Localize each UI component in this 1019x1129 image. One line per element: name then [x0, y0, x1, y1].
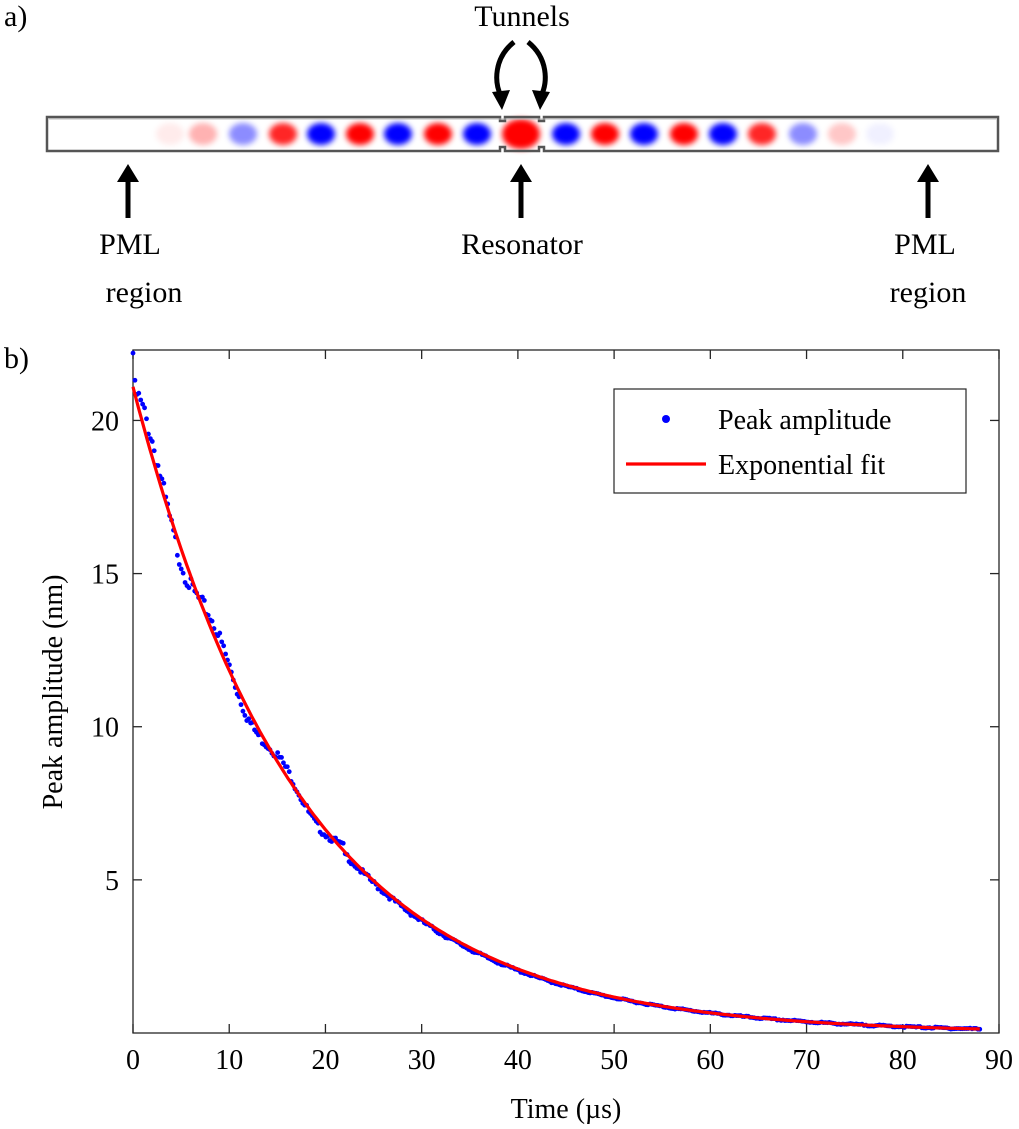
x-tick-label: 50	[600, 1045, 628, 1076]
data-point	[130, 350, 136, 356]
waveguide-outline	[45, 115, 1000, 153]
resonator-arrow	[510, 164, 532, 218]
field-lobe	[346, 123, 374, 145]
y-tick-label: 15	[91, 560, 119, 591]
data-point	[286, 769, 292, 775]
y-tick-label: 5	[105, 866, 119, 897]
pml-left-arrow	[117, 164, 139, 218]
data-point	[219, 639, 225, 645]
tunnels-label: Tunnels	[474, 0, 570, 33]
data-point	[201, 598, 207, 603]
legend-marker-peak-amplitude	[662, 415, 670, 423]
data-point	[132, 377, 138, 383]
field-lobe	[709, 123, 737, 145]
x-axis-label: Time (µs)	[511, 1094, 622, 1125]
data-point	[223, 651, 228, 657]
field-lobe	[591, 123, 619, 145]
data-point	[180, 570, 186, 576]
data-point	[340, 840, 346, 846]
y-tick-label: 20	[91, 406, 119, 437]
field-lobe	[229, 123, 257, 145]
x-tick-label: 80	[889, 1045, 917, 1076]
resonator-lobe	[502, 119, 540, 149]
plot-frame	[132, 349, 1000, 1034]
pml-left-label-line1: PML	[99, 228, 161, 261]
field-lobe	[828, 123, 856, 145]
data-point	[174, 552, 180, 558]
field-lobe	[156, 123, 184, 145]
chart-legend: Peak amplitude Exponential fit	[613, 388, 967, 494]
field-lobe	[189, 123, 217, 145]
field-lobe	[424, 123, 452, 145]
data-point	[176, 562, 182, 567]
x-tick-label: 90	[985, 1045, 1013, 1076]
field-lobe	[552, 123, 580, 145]
resonator-label: Resonator	[461, 228, 583, 261]
data-point	[138, 397, 144, 403]
x-tick-label: 60	[696, 1045, 724, 1076]
data-point	[240, 708, 246, 714]
data-point	[161, 480, 167, 486]
waveguide-field-lobes	[156, 119, 894, 149]
data-point	[238, 702, 244, 708]
exponential-fit-series	[131, 386, 980, 1031]
data-point	[151, 448, 157, 454]
tick-labels: 0 10 20 30 40 50 60 70 80 90 5 10 15 20	[91, 406, 1013, 1076]
y-tick-label: 10	[91, 713, 119, 744]
data-point	[155, 463, 161, 468]
panel-b-label: b)	[4, 342, 29, 375]
pml-right-arrow	[917, 164, 939, 218]
field-lobe	[748, 123, 776, 145]
x-tick-label: 30	[408, 1045, 436, 1076]
fit-line	[131, 386, 980, 1031]
data-point	[279, 755, 284, 760]
field-lobe	[789, 123, 817, 145]
data-point	[284, 764, 290, 770]
data-point	[217, 630, 223, 636]
waveguide-frame	[45, 115, 1000, 153]
x-tick-label: 0	[126, 1045, 140, 1076]
waveguide-schematic	[45, 40, 1000, 218]
data-point	[136, 390, 142, 396]
data-point	[142, 405, 147, 411]
data-point	[281, 760, 286, 766]
data-point	[186, 585, 192, 591]
y-axis-label: Peak amplitude (nm)	[38, 575, 69, 810]
field-lobe	[269, 123, 297, 145]
data-point	[140, 401, 146, 407]
data-point	[149, 439, 155, 444]
field-lobe	[384, 123, 412, 145]
panel-a-label: a)	[4, 0, 28, 33]
field-lobe	[463, 123, 491, 145]
legend-label-exponential-fit: Exponential fit	[718, 450, 885, 481]
pml-right-label-line2: region	[889, 276, 967, 309]
field-lobe	[866, 123, 894, 145]
tunnels-arrows	[492, 40, 550, 110]
data-point	[144, 416, 149, 422]
data-point	[246, 716, 252, 722]
pml-left-label-line2: region	[105, 276, 183, 309]
data-point	[159, 476, 165, 482]
x-tick-label: 70	[793, 1045, 821, 1076]
data-point	[221, 643, 227, 649]
legend-box	[613, 388, 967, 494]
data-point	[178, 566, 184, 572]
field-lobe	[630, 123, 658, 145]
data-point	[275, 750, 281, 755]
x-tick-label: 10	[215, 1045, 243, 1076]
x-tick-label: 20	[311, 1045, 339, 1076]
data-point	[242, 712, 248, 718]
field-lobe	[670, 123, 698, 145]
field-lobe	[307, 123, 335, 145]
x-tick-label: 40	[504, 1045, 532, 1076]
data-point	[209, 618, 215, 624]
legend-label-peak-amplitude: Peak amplitude	[718, 405, 891, 436]
pml-right-label-line1: PML	[894, 228, 956, 261]
